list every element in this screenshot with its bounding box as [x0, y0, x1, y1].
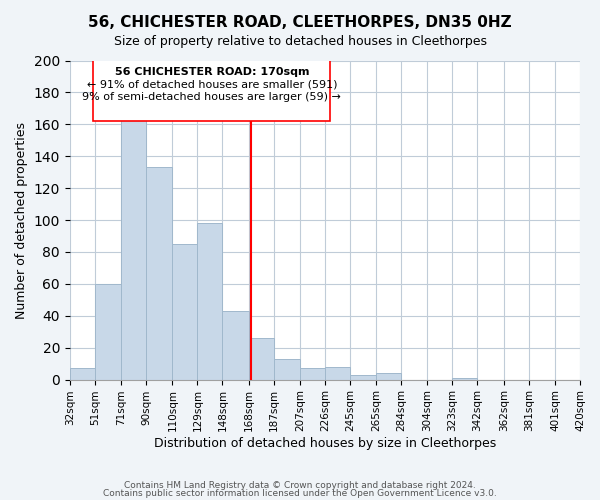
Bar — [376, 373, 401, 380]
Bar — [70, 368, 95, 380]
Bar — [121, 116, 146, 380]
Text: Size of property relative to detached houses in Cleethorpes: Size of property relative to detached ho… — [113, 35, 487, 48]
X-axis label: Distribution of detached houses by size in Cleethorpes: Distribution of detached houses by size … — [154, 437, 496, 450]
Y-axis label: Number of detached properties: Number of detached properties — [15, 122, 28, 318]
Bar — [172, 244, 197, 380]
Bar — [325, 367, 350, 380]
Bar — [248, 338, 274, 380]
Bar — [94, 60, 330, 121]
Bar — [274, 359, 300, 380]
Bar — [300, 368, 325, 380]
Text: ← 91% of detached houses are smaller (591): ← 91% of detached houses are smaller (59… — [86, 80, 337, 90]
Text: 56, CHICHESTER ROAD, CLEETHORPES, DN35 0HZ: 56, CHICHESTER ROAD, CLEETHORPES, DN35 0… — [88, 15, 512, 30]
Text: Contains public sector information licensed under the Open Government Licence v3: Contains public sector information licen… — [103, 488, 497, 498]
Text: 56 CHICHESTER ROAD: 170sqm: 56 CHICHESTER ROAD: 170sqm — [115, 67, 309, 77]
Text: Contains HM Land Registry data © Crown copyright and database right 2024.: Contains HM Land Registry data © Crown c… — [124, 481, 476, 490]
Text: 9% of semi-detached houses are larger (59) →: 9% of semi-detached houses are larger (5… — [82, 92, 341, 102]
Bar — [95, 284, 121, 380]
Bar — [350, 375, 376, 380]
Bar — [452, 378, 478, 380]
Bar — [146, 168, 172, 380]
Bar — [223, 311, 248, 380]
Bar — [197, 223, 223, 380]
